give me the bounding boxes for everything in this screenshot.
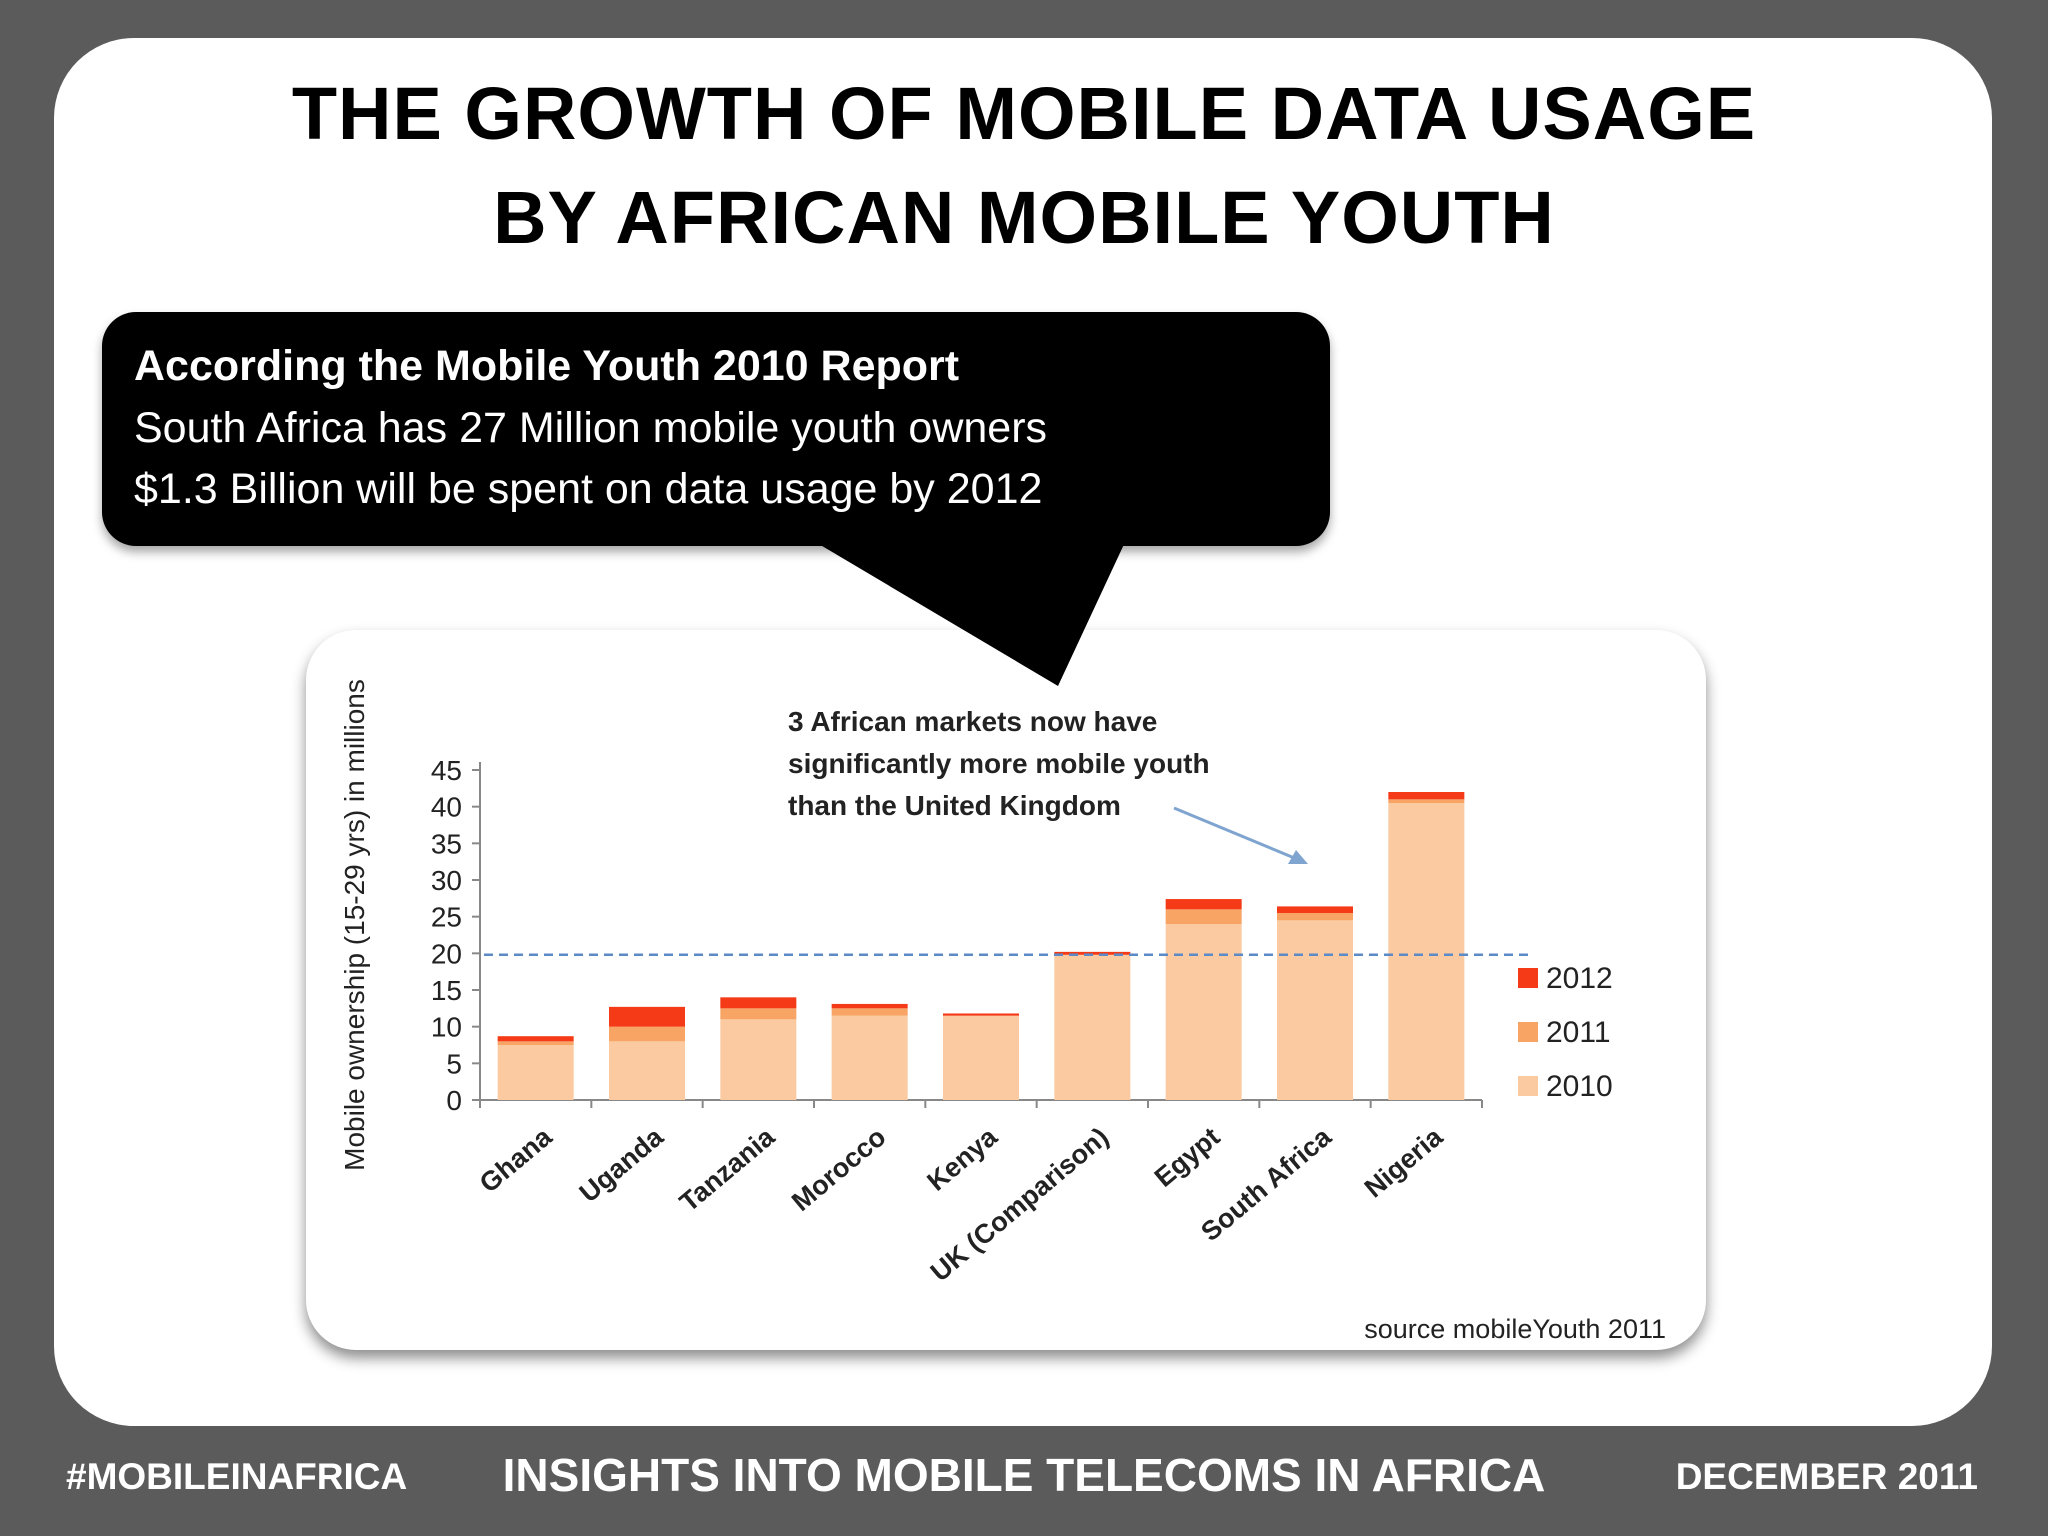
bar-segment bbox=[609, 1006, 685, 1027]
footer-hashtag: #MOBILEINAFRICA bbox=[66, 1456, 408, 1497]
callout-heading: According the Mobile Youth 2010 Report bbox=[134, 342, 960, 390]
bar-segment bbox=[831, 1003, 908, 1009]
x-tick-label: Ghana bbox=[474, 1121, 558, 1199]
legend-label: 2010 bbox=[1546, 1070, 1613, 1103]
x-tick-label: Uganda bbox=[574, 1121, 670, 1208]
bar-segment bbox=[720, 1019, 797, 1100]
legend-label: 2011 bbox=[1546, 1016, 1611, 1049]
footer-date: DECEMBER 2011 bbox=[1675, 1456, 1978, 1497]
annotation-text: than the United Kingdom bbox=[788, 790, 1121, 821]
annotation-text: 3 African markets now have bbox=[788, 706, 1157, 737]
y-axis-label: Mobile ownership (15-29 yrs) in millions bbox=[339, 679, 370, 1171]
bar-segment bbox=[720, 997, 797, 1009]
x-tick-label: Morocco bbox=[786, 1122, 891, 1217]
x-tick-label: Kenya bbox=[921, 1121, 1003, 1197]
stacked-bar-chart: 0 5 10 15 20 25 30 35 40 45 Mobile ownership (15-2… bbox=[339, 679, 1666, 1344]
footer-tagline: INSIGHTS INTO MOBILE TELECOMS IN AFRICA bbox=[502, 1449, 1546, 1501]
bar-segment bbox=[720, 1008, 797, 1020]
chart-panel: 0 5 10 15 20 25 30 35 40 45 Mobile ownership (15-2… bbox=[306, 630, 1706, 1350]
legend-swatch bbox=[1518, 1022, 1538, 1042]
y-tick-label: 45 bbox=[431, 755, 462, 786]
speech-callout: According the Mobile Youth 2010 Report S… bbox=[102, 312, 1330, 546]
y-tick-label: 10 bbox=[431, 1012, 462, 1043]
x-tick-label: Nigeria bbox=[1359, 1121, 1449, 1203]
bar-segment bbox=[1165, 899, 1242, 910]
y-tick-label: 25 bbox=[431, 902, 462, 933]
bar-segment bbox=[1054, 951, 1131, 955]
legend-swatch bbox=[1518, 1076, 1538, 1096]
bar-segment bbox=[943, 1013, 1019, 1016]
bar-segment bbox=[1277, 906, 1353, 913]
bar-segment bbox=[1165, 909, 1242, 924]
y-tick-label: 15 bbox=[431, 975, 462, 1006]
bar-segment bbox=[1054, 954, 1131, 1100]
callout-line-2: South Africa has 27 Million mobile youth… bbox=[134, 404, 1048, 452]
legend-label: 2012 bbox=[1546, 962, 1613, 995]
legend-swatch bbox=[1518, 968, 1538, 988]
bar-segment bbox=[497, 1045, 574, 1100]
bar-segment bbox=[497, 1041, 574, 1045]
bar-segment bbox=[831, 1015, 908, 1100]
callout-line-3: $1.3 Billion will be spent on data usage… bbox=[134, 465, 1043, 513]
y-tick-label: 40 bbox=[431, 792, 462, 823]
bar-segment bbox=[1388, 792, 1465, 800]
bar-segment bbox=[1388, 803, 1465, 1100]
bar-segment bbox=[1277, 920, 1353, 1100]
slide-title: THE GROWTH OF MOBILE DATA USAGE BY AFRIC… bbox=[0, 62, 2048, 270]
bar-segment bbox=[609, 1026, 685, 1042]
y-tick-label: 35 bbox=[431, 828, 462, 859]
x-tick-label: Tanzania bbox=[674, 1121, 781, 1218]
title-line-2: BY AFRICAN MOBILE YOUTH bbox=[493, 176, 1555, 259]
y-tick-label: 0 bbox=[446, 1085, 462, 1116]
annotation-arrow-shaft bbox=[1173, 806, 1305, 864]
bar-segment bbox=[609, 1041, 685, 1100]
bar-segment bbox=[1277, 913, 1353, 921]
bar-segment bbox=[943, 1015, 1019, 1100]
y-tick-label: 5 bbox=[446, 1048, 462, 1079]
y-tick-label: 30 bbox=[431, 865, 462, 896]
title-line-1: THE GROWTH OF MOBILE DATA USAGE bbox=[291, 72, 1757, 155]
annotation-text: significantly more mobile youth bbox=[788, 748, 1210, 779]
bar-segment bbox=[831, 1008, 908, 1016]
bar-segment bbox=[1388, 799, 1465, 803]
x-tick-label: Egypt bbox=[1149, 1122, 1226, 1193]
source-note: source mobileYouth 2011 bbox=[1364, 1314, 1666, 1344]
bar-segment bbox=[497, 1036, 574, 1042]
annotation-arrow-head bbox=[1288, 850, 1308, 864]
y-tick-label: 20 bbox=[431, 938, 462, 969]
bar-segment bbox=[1165, 924, 1242, 1100]
